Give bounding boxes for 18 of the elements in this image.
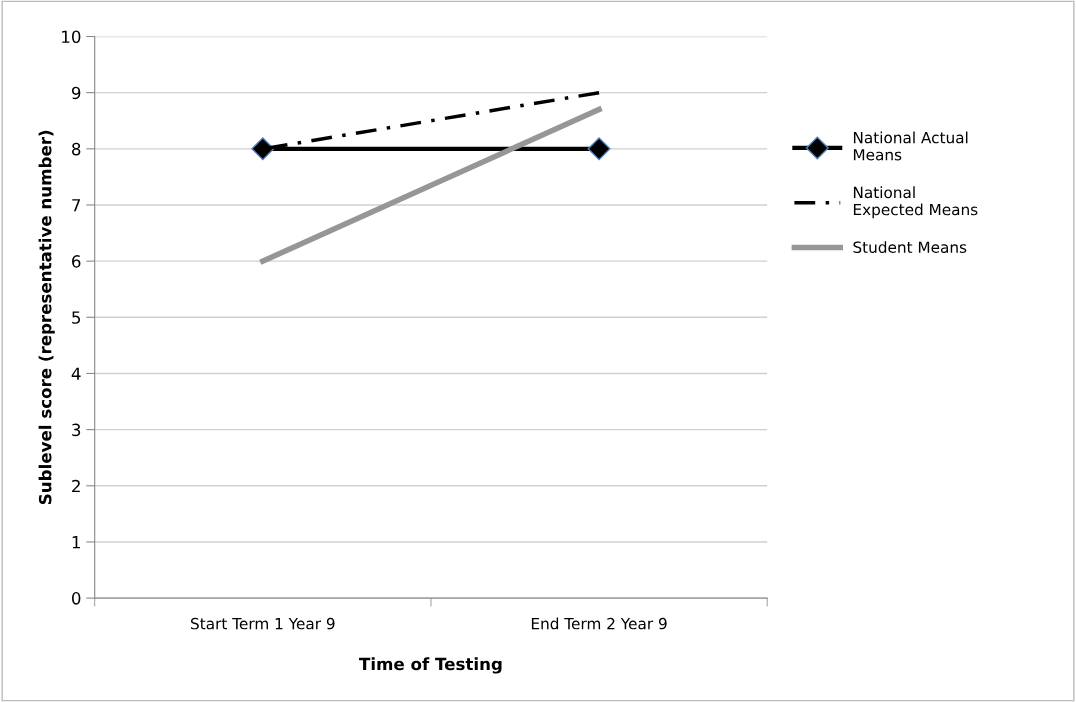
y-tick-label: 9	[71, 86, 81, 100]
y-tick-label: 8	[72, 142, 81, 156]
y-tick-label: 10	[62, 30, 81, 44]
legend-label: Student Means	[853, 241, 967, 253]
y-tick-label: 5	[72, 311, 81, 324]
y-tick-label: 0	[71, 592, 81, 605]
y-tick-label: 1	[72, 536, 80, 549]
x-axis-title: Time of Testing	[359, 657, 502, 674]
legend-label: National Actual Means	[853, 131, 968, 161]
y-tick-label: 6	[72, 255, 81, 268]
y-tick-label: 7	[72, 199, 81, 212]
y-tick-label: 3	[72, 423, 81, 437]
y-tick-label: 4	[71, 367, 81, 380]
legend-label: National Expected Means	[853, 186, 978, 219]
y-tick-label: 2	[72, 479, 80, 493]
y-axis-title: Sublevel score (representative number)	[38, 130, 55, 504]
x-tick-label: End Term 2 Year 9	[531, 617, 667, 630]
x-tick-label: Start Term 1 Year 9	[191, 617, 335, 630]
